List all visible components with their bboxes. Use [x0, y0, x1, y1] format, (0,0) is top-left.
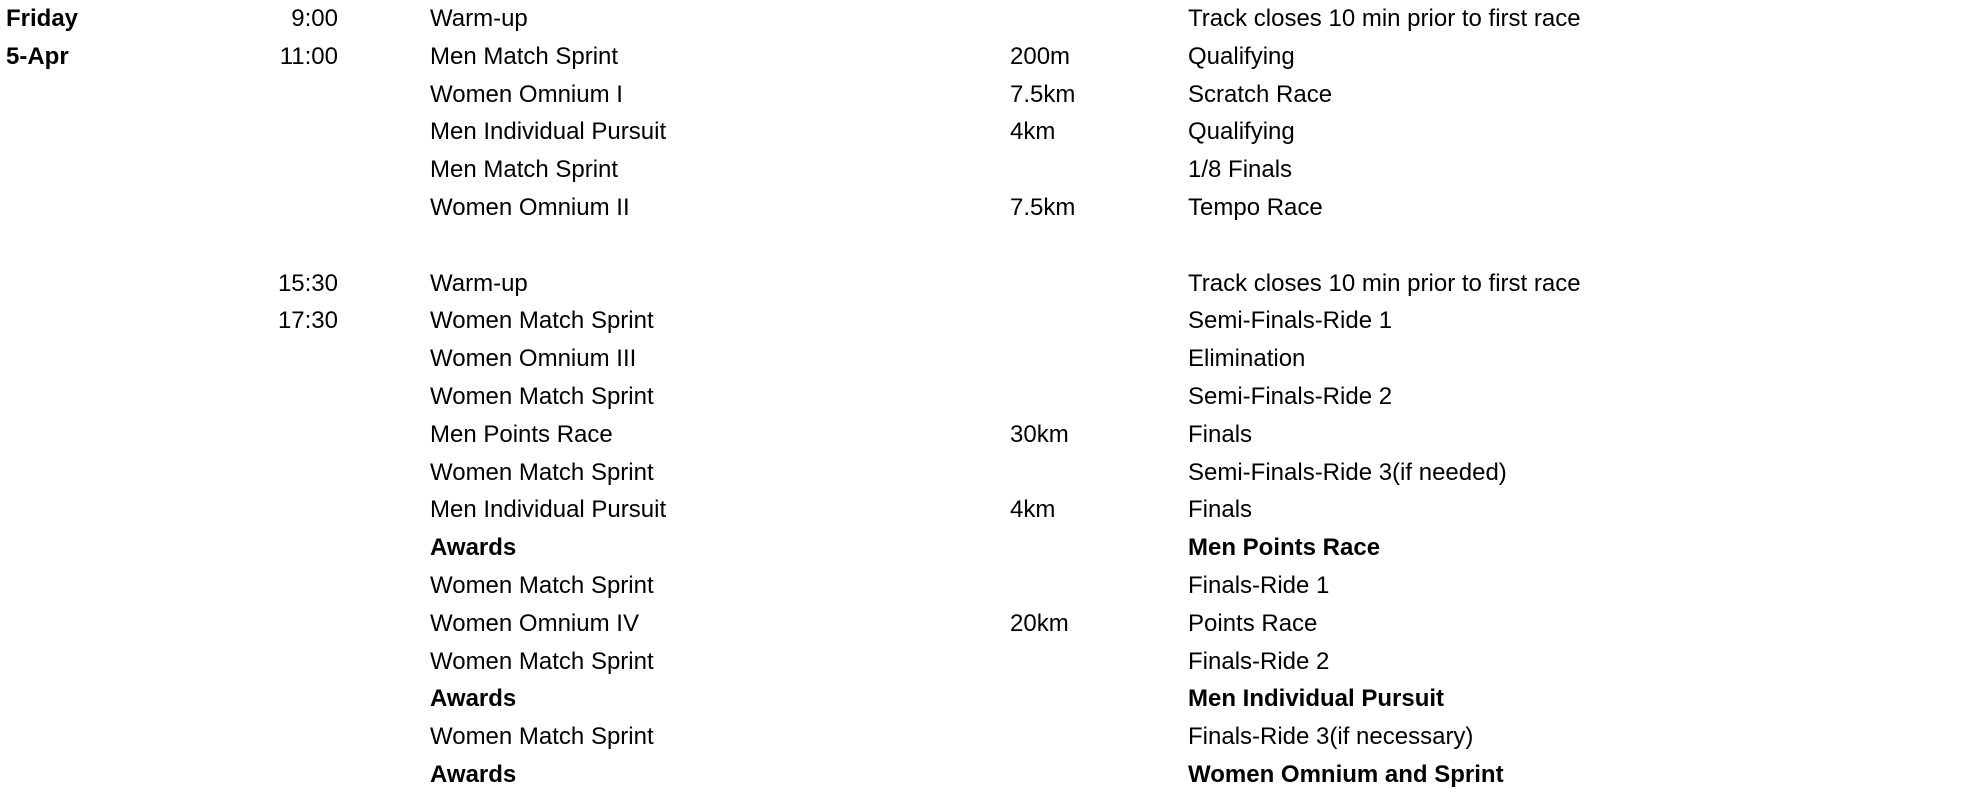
note-cell: Finals-Ride 2: [1188, 647, 1330, 675]
note-cell: Finals-Ride 3(if necessary): [1188, 723, 1474, 751]
event-cell: Women Omnium IV: [430, 609, 639, 637]
distance-cell: 30km: [1010, 420, 1069, 448]
note-cell: Men Individual Pursuit: [1188, 685, 1445, 713]
note-cell: Track closes 10 min prior to first race: [1188, 5, 1581, 32]
schedule-row: 5-Apr 11:00 Men Match Sprint 200m Qualifying: [0, 38, 1984, 76]
distance-cell: 200m: [1010, 42, 1071, 70]
event-cell: Women Match Sprint: [430, 723, 654, 751]
time-cell: 11:00: [279, 42, 338, 70]
event-cell: Women Match Sprint: [430, 572, 654, 599]
schedule-row: [0, 227, 1984, 265]
schedule-row: Friday 9:00 Warm-up Track closes 10 min pri…: [0, 0, 1984, 38]
note-cell: 1/8 Finals: [1188, 156, 1293, 184]
schedule-row: Women Match Sprint Finals-Ride 1: [0, 567, 1984, 605]
schedule-row: Women Match Sprint Semi-Finals-Ride 2: [0, 378, 1984, 416]
schedule-row: Awards Women Omnium and Sprint: [0, 756, 1984, 794]
note-cell: Semi-Finals-Ride 1: [1188, 307, 1393, 335]
event-cell: Men Individual Pursuit: [430, 118, 667, 146]
schedule-row: Men Individual Pursuit 4km Qualifying: [0, 113, 1984, 151]
schedule-row: Men Points Race 30km Finals: [0, 416, 1984, 454]
note-cell: Men Points Race: [1188, 534, 1381, 562]
event-cell: Warm-up: [430, 5, 528, 32]
time-cell: 15:30: [277, 269, 338, 297]
note-cell: Tempo Race: [1188, 194, 1323, 221]
event-cell: Awards: [430, 685, 517, 713]
schedule-row: Awards Men Points Race: [0, 529, 1984, 567]
event-cell: Women Match Sprint: [430, 647, 654, 675]
schedule-row: Awards Men Individual Pursuit: [0, 680, 1984, 718]
schedule-row: Men Individual Pursuit 4km Finals: [0, 491, 1984, 529]
day-label: Friday: [6, 5, 79, 32]
note-cell: Elimination: [1188, 345, 1306, 373]
note-cell: Women Omnium and Sprint: [1188, 761, 1504, 788]
event-cell: Men Points Race: [430, 420, 613, 448]
note-cell: Finals: [1188, 420, 1253, 448]
event-cell: Women Match Sprint: [430, 307, 654, 335]
schedule-row: 15:30 Warm-up Track closes 10 min prior to…: [0, 265, 1984, 303]
distance-cell: 4km: [1010, 496, 1056, 524]
event-cell: Women Match Sprint: [430, 383, 654, 410]
schedule-row: Men Match Sprint 1/8 Finals: [0, 151, 1984, 189]
note-cell: Semi-Finals-Ride 2: [1188, 383, 1393, 410]
schedule-row: Women Match Sprint Finals-Ride 3(if neces…: [0, 718, 1984, 756]
event-cell: Women Omnium I: [430, 80, 623, 108]
distance-cell: 7.5km: [1010, 80, 1076, 108]
event-cell: Women Omnium II: [430, 194, 630, 221]
note-cell: Scratch Race: [1188, 80, 1333, 108]
event-cell: Women Match Sprint: [430, 458, 654, 486]
schedule-row: 17:30 Women Match Sprint Semi-Finals-Ride …: [0, 302, 1984, 340]
distance-cell: 7.5km: [1010, 194, 1076, 221]
note-cell: Track closes 10 min prior to first race: [1188, 269, 1581, 297]
note-cell: Qualifying: [1188, 118, 1295, 146]
event-cell: Awards: [430, 761, 517, 788]
event-cell: Men Match Sprint: [430, 156, 619, 184]
time-cell: 9:00: [291, 5, 338, 32]
note-cell: Qualifying: [1188, 42, 1295, 70]
schedule-row: Women Omnium IV 20km Points Race: [0, 605, 1984, 643]
distance-cell: 20km: [1010, 609, 1069, 637]
note-cell: Finals: [1188, 496, 1253, 524]
date-label: 5-Apr: [6, 42, 69, 70]
event-cell: Men Match Sprint: [430, 42, 619, 70]
schedule-row: Women Match Sprint Finals-Ride 2: [0, 643, 1984, 681]
schedule-row: Women Match Sprint Semi-Finals-Ride 3(if …: [0, 454, 1984, 492]
event-cell: Warm-up: [430, 269, 528, 297]
note-cell: Semi-Finals-Ride 3(if needed): [1188, 458, 1507, 486]
schedule-row: Women Omnium III Elimination: [0, 340, 1984, 378]
distance-cell: 4km: [1010, 118, 1056, 146]
event-cell: Women Omnium III: [430, 345, 637, 373]
event-cell: Awards: [430, 534, 517, 562]
note-cell: Finals-Ride 1: [1188, 572, 1330, 599]
time-cell: 17:30: [277, 307, 338, 335]
event-cell: Men Individual Pursuit: [430, 496, 667, 524]
schedule-row: Women Omnium I 7.5km Scratch Race: [0, 76, 1984, 114]
schedule-row: Women Omnium II 7.5km Tempo Race: [0, 189, 1984, 227]
note-cell: Points Race: [1188, 609, 1318, 637]
